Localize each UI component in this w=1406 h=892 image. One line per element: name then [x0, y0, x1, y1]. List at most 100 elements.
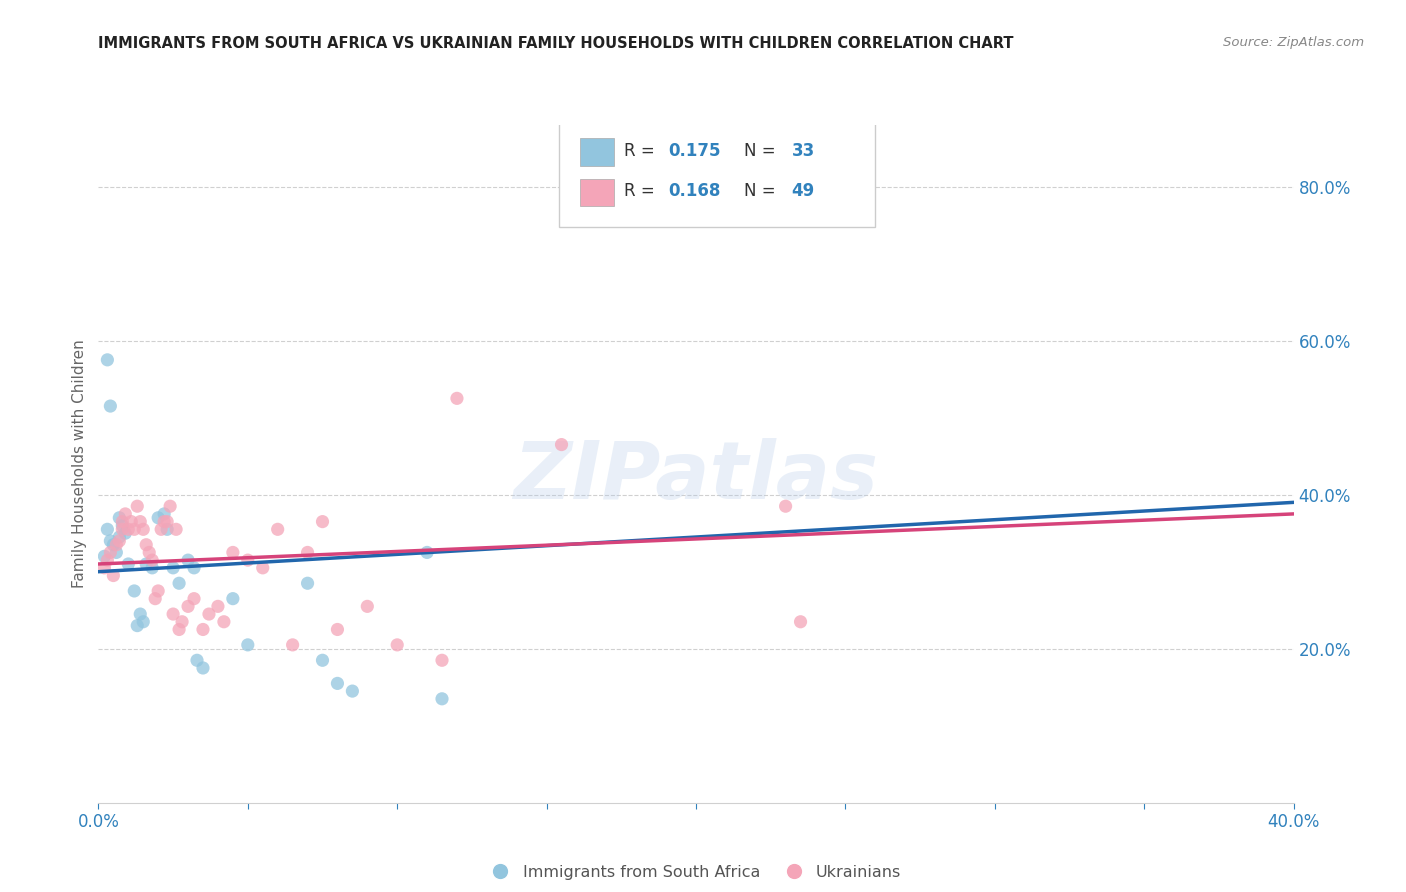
Text: 33: 33	[792, 142, 815, 160]
Text: Source: ZipAtlas.com: Source: ZipAtlas.com	[1223, 36, 1364, 49]
Text: ZIPatlas: ZIPatlas	[513, 438, 879, 516]
Point	[141, 553, 163, 567]
Point	[385, 638, 409, 652]
Legend: Immigrants from South Africa, Ukrainians: Immigrants from South Africa, Ukrainians	[484, 859, 908, 887]
Point	[281, 638, 304, 652]
Point	[132, 522, 155, 536]
Point	[222, 591, 245, 606]
Point	[138, 545, 160, 559]
Point	[124, 522, 146, 536]
Point	[311, 653, 333, 667]
Text: N =: N =	[744, 142, 780, 160]
Point	[236, 638, 259, 652]
Point	[156, 522, 179, 536]
Point	[129, 515, 152, 529]
Point	[153, 507, 176, 521]
Point	[167, 576, 190, 591]
Text: 0.175: 0.175	[668, 142, 721, 160]
Point	[297, 545, 319, 559]
Point	[124, 583, 146, 598]
Point	[191, 661, 214, 675]
Point	[148, 583, 170, 598]
Point	[183, 561, 205, 575]
Point	[111, 522, 134, 536]
Point	[581, 214, 603, 228]
Point	[108, 530, 131, 544]
Point	[162, 607, 184, 621]
Point	[191, 623, 214, 637]
Point	[148, 510, 170, 524]
Point	[356, 599, 378, 614]
Point	[212, 615, 235, 629]
Point	[416, 545, 439, 559]
Point	[156, 515, 179, 529]
Point	[93, 549, 115, 564]
Point	[132, 615, 155, 629]
Point	[127, 618, 149, 632]
Point	[114, 507, 136, 521]
Point	[141, 561, 163, 575]
FancyBboxPatch shape	[581, 138, 613, 166]
Point	[96, 352, 118, 367]
Point	[108, 533, 131, 548]
Point	[297, 576, 319, 591]
Point	[167, 623, 190, 637]
Point	[117, 557, 139, 571]
Text: N =: N =	[744, 182, 780, 201]
Point	[150, 522, 173, 536]
Point	[430, 691, 453, 706]
Point	[96, 522, 118, 536]
Point	[105, 538, 128, 552]
Point	[198, 607, 221, 621]
Point	[165, 522, 187, 536]
Point	[100, 399, 122, 413]
Point	[103, 538, 125, 552]
Point	[93, 561, 115, 575]
Text: 0.168: 0.168	[668, 182, 721, 201]
Point	[186, 653, 208, 667]
Point	[143, 591, 166, 606]
Point	[789, 615, 811, 629]
Point	[342, 684, 364, 698]
Point	[222, 545, 245, 559]
Point	[326, 676, 349, 690]
Point	[267, 522, 290, 536]
Point	[159, 500, 181, 514]
Point	[252, 561, 274, 575]
Point	[127, 500, 149, 514]
Point	[100, 533, 122, 548]
Point	[129, 607, 152, 621]
Point	[100, 545, 122, 559]
Point	[114, 526, 136, 541]
Text: R =: R =	[624, 142, 661, 160]
Text: R =: R =	[624, 182, 661, 201]
Point	[105, 545, 128, 559]
Point	[207, 599, 229, 614]
Point	[108, 510, 131, 524]
Point	[103, 568, 125, 582]
Point	[153, 515, 176, 529]
Point	[111, 518, 134, 533]
Point	[446, 392, 468, 406]
Point	[430, 653, 453, 667]
Point	[96, 553, 118, 567]
Text: 49: 49	[792, 182, 815, 201]
Point	[111, 515, 134, 529]
Text: IMMIGRANTS FROM SOUTH AFRICA VS UKRAINIAN FAMILY HOUSEHOLDS WITH CHILDREN CORREL: IMMIGRANTS FROM SOUTH AFRICA VS UKRAINIA…	[98, 36, 1014, 51]
Point	[135, 557, 157, 571]
Point	[117, 522, 139, 536]
Point	[326, 623, 349, 637]
Point	[172, 615, 194, 629]
Y-axis label: Family Households with Children: Family Households with Children	[72, 340, 87, 588]
Point	[120, 515, 142, 529]
Point	[177, 553, 200, 567]
Point	[311, 515, 333, 529]
FancyBboxPatch shape	[558, 121, 875, 227]
Point	[177, 599, 200, 614]
Point	[135, 538, 157, 552]
Point	[183, 591, 205, 606]
FancyBboxPatch shape	[581, 179, 613, 206]
Point	[236, 553, 259, 567]
Point	[550, 437, 572, 451]
Point	[162, 561, 184, 575]
